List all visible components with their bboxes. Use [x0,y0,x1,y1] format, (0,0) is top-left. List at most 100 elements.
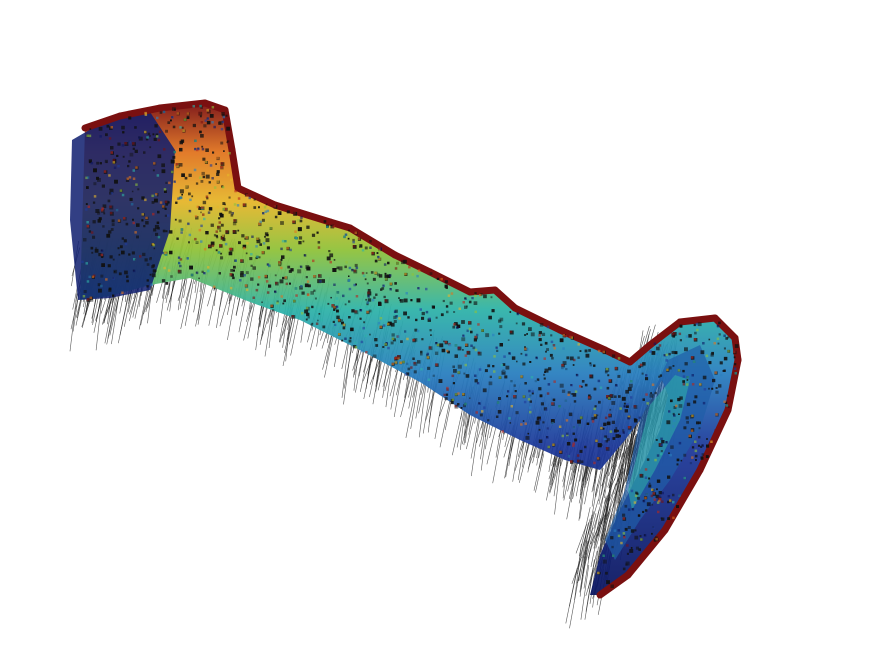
point-marker [311,233,316,237]
color-speckle [672,425,675,428]
point-marker [108,230,112,234]
point-marker [382,346,385,348]
point-marker [715,387,718,389]
color-speckle [634,494,638,497]
point-marker [562,361,567,365]
color-speckle [696,328,699,332]
point-marker [359,317,362,320]
color-speckle [466,299,470,302]
color-speckle [280,247,283,251]
point-marker [302,240,305,243]
point-marker [702,375,707,380]
normal-line [627,422,638,450]
point-marker [149,135,151,137]
point-marker [165,181,168,184]
color-speckle [216,205,220,209]
point-marker [132,218,134,221]
point-marker [228,210,232,214]
color-speckle [264,274,267,278]
normal-line [587,521,600,559]
color-speckle [552,344,556,347]
color-speckle [377,322,381,325]
point-marker [610,536,614,540]
point-marker [146,279,149,282]
normal-line [587,499,599,535]
point-marker [461,320,465,324]
point-marker [375,344,379,347]
point-marker [152,133,155,136]
color-speckle [202,213,205,216]
color-speckle [352,245,356,248]
color-speckle [733,367,737,370]
point-marker [680,459,683,462]
color-speckle [546,392,550,395]
color-speckle [633,405,637,408]
point-marker [333,308,336,311]
color-speckle [180,196,183,199]
point-marker [612,437,616,440]
point-marker [192,123,196,128]
point-marker [491,309,495,313]
color-speckle [278,263,281,266]
color-speckle [343,235,346,239]
point-marker [630,547,633,549]
point-marker [146,263,150,266]
color-speckle [591,398,594,402]
point-marker [221,112,225,116]
point-marker [726,394,729,397]
color-speckle [671,332,674,336]
color-speckle [608,413,611,417]
color-speckle [384,343,387,346]
point-marker [323,220,327,223]
color-speckle [229,273,233,276]
color-speckle [367,295,370,298]
color-speckle [615,384,618,387]
point-marker [539,323,544,327]
point-marker [249,257,253,261]
point-marker [208,192,211,195]
point-marker [252,266,256,270]
color-speckle [204,161,208,164]
point-marker [216,172,220,176]
point-marker [232,269,235,272]
point-marker [311,305,314,309]
color-speckle [209,164,213,167]
color-speckle [495,346,498,350]
point-marker [307,316,310,319]
color-speckle [398,317,401,320]
color-speckle [117,164,120,168]
point-marker [434,351,439,355]
point-marker [694,331,697,335]
point-marker [623,402,626,405]
color-speckle [354,231,358,235]
color-speckle [397,357,400,360]
point-marker [485,333,490,338]
point-marker [222,238,226,242]
color-speckle [378,249,381,252]
point-marker [134,126,137,129]
point-marker [97,211,101,215]
point-marker [170,275,173,278]
color-speckle [528,389,531,393]
point-marker [718,384,722,388]
color-speckle [132,269,136,273]
color-speckle [699,383,702,386]
color-speckle [644,468,648,471]
point-marker [660,450,663,453]
point-marker [154,124,158,128]
color-speckle [88,134,92,138]
point-marker [126,275,129,278]
point-marker [202,157,206,161]
color-speckle [691,383,695,386]
color-speckle [613,529,617,532]
point-marker [306,266,311,271]
point-marker [661,440,665,444]
point-marker [91,251,94,254]
color-speckle [236,204,240,207]
point-marker [538,387,542,391]
color-speckle [602,350,606,354]
point-marker [125,178,130,182]
point-marker [287,265,291,269]
